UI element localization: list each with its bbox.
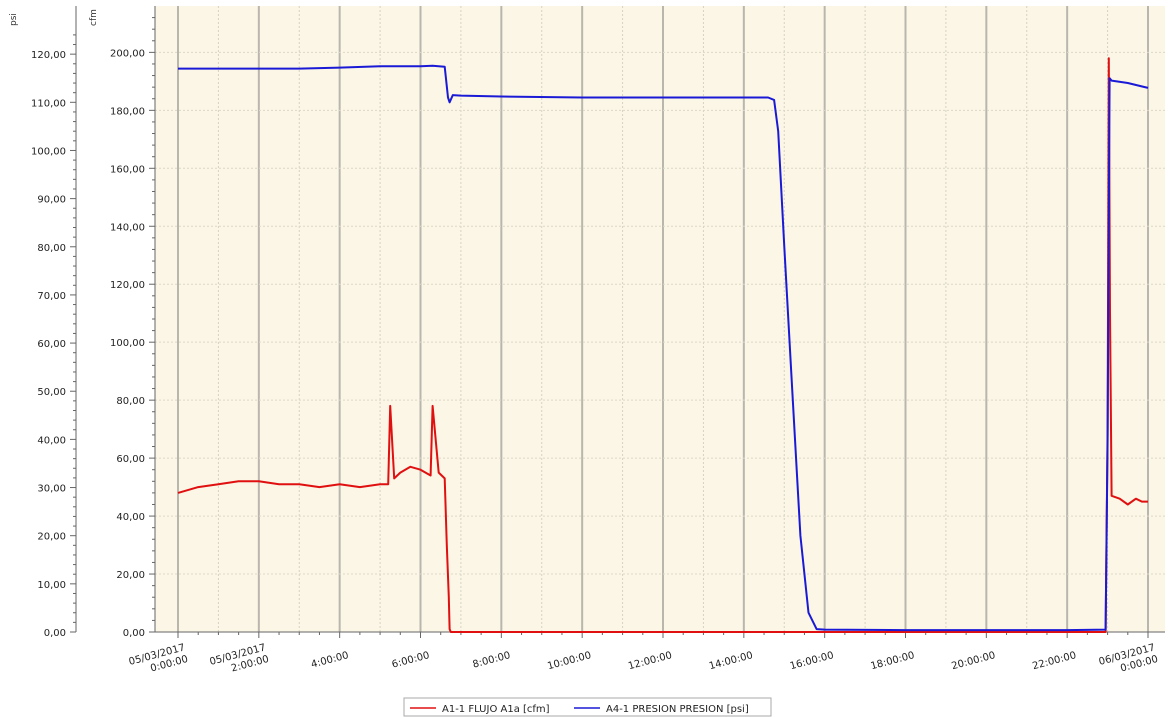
x-tick-label: 8:00:00 xyxy=(472,650,512,671)
cfm-tick-label: 60,00 xyxy=(116,454,145,465)
psi-tick-label: 50,00 xyxy=(37,387,66,398)
psi-axis: 0,00 10,00 20,00 30,00 40,00 50,00 60,00 70,00 8… xyxy=(9,6,76,639)
cfm-tick-label: 180,00 xyxy=(110,106,145,117)
legend-label: A1-1 FLUJO A1a [cfm] xyxy=(442,704,550,715)
psi-tick-label: 120,00 xyxy=(31,50,66,61)
x-axis: 05/03/20170:00:00 05/03/20172:00:00 4:00:0… xyxy=(128,632,1165,679)
cfm-tick-label: 160,00 xyxy=(110,164,145,175)
psi-tick-label: 70,00 xyxy=(37,291,66,302)
x-tick-label: 06/03/20170:00:00 xyxy=(1098,642,1160,679)
x-tick-label: 4:00:00 xyxy=(310,650,350,671)
cfm-tick-label: 120,00 xyxy=(110,280,145,291)
psi-tick-label: 20,00 xyxy=(37,532,66,543)
psi-tick-label: 0,00 xyxy=(44,628,66,639)
cfm-tick-label: 20,00 xyxy=(116,570,145,581)
psi-tick-label: 40,00 xyxy=(37,435,66,446)
psi-tick-label: 80,00 xyxy=(37,243,66,254)
psi-tick-label: 90,00 xyxy=(37,195,66,206)
cfm-tick-label: 0,00 xyxy=(123,628,145,639)
x-tick-label: 22:00:00 xyxy=(1031,650,1077,672)
x-tick-label: 6:00:00 xyxy=(391,650,431,671)
x-tick-label: 16:00:00 xyxy=(789,650,835,672)
x-tick-label: 05/03/20170:00:00 xyxy=(128,642,190,679)
x-tick-label: 05/03/20172:00:00 xyxy=(209,642,271,679)
psi-unit-label: psi xyxy=(9,13,19,26)
x-tick-label: 20:00:00 xyxy=(950,650,996,672)
plot-background xyxy=(155,6,1165,632)
psi-tick-label: 110,00 xyxy=(31,98,66,109)
cfm-axis: 0,00 20,00 40,00 60,00 80,00 100,00 120,00 140,… xyxy=(89,6,155,639)
x-tick-label: 18:00:00 xyxy=(870,650,916,672)
x-tick-label: 14:00:00 xyxy=(708,650,754,672)
legend-label: A4-1 PRESION PRESION [psi] xyxy=(606,704,749,715)
cfm-tick-label: 140,00 xyxy=(110,222,145,233)
psi-tick-label: 30,00 xyxy=(37,484,66,495)
x-tick-label: 12:00:00 xyxy=(627,650,673,672)
cfm-tick-label: 100,00 xyxy=(110,338,145,349)
psi-tick-label: 60,00 xyxy=(37,339,66,350)
psi-tick-label: 10,00 xyxy=(37,580,66,591)
psi-tick-label: 100,00 xyxy=(31,146,66,157)
cfm-unit-label: cfm xyxy=(89,9,99,26)
x-tick-label: 10:00:00 xyxy=(546,650,592,672)
cfm-tick-label: 80,00 xyxy=(116,396,145,407)
cfm-tick-label: 40,00 xyxy=(116,512,145,523)
legend: A1-1 FLUJO A1a [cfm] A4-1 PRESION PRESION… xyxy=(404,698,771,716)
cfm-tick-label: 200,00 xyxy=(110,48,145,59)
